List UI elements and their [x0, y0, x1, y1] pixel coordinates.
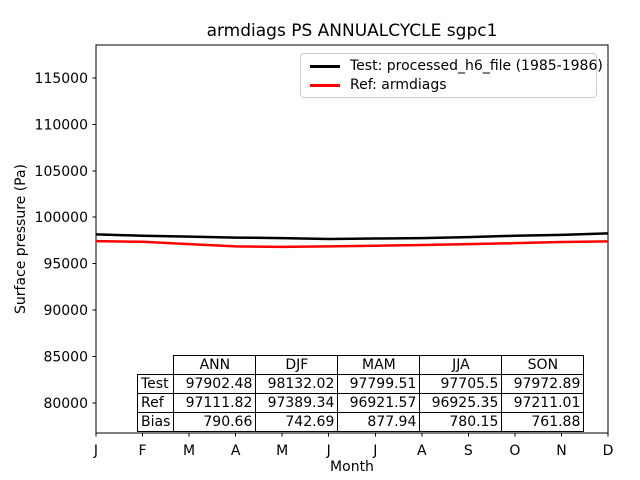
x-tick-label: S	[464, 443, 473, 459]
stats-corner-cell	[138, 356, 174, 375]
x-tick-label: J	[93, 443, 98, 459]
y-tick-label: 115000	[35, 71, 88, 87]
legend-item-test: Test: processed_h6_file (1985-1986)	[310, 58, 603, 74]
stats-value-cell: 96921.57	[337, 393, 421, 413]
stats-value-cell: 97799.51	[337, 374, 421, 394]
stats-value-cell: 742.69	[255, 412, 339, 432]
legend: Test: processed_h6_file (1985-1986) Ref:…	[300, 53, 603, 98]
x-tick-label: M	[183, 443, 195, 459]
stats-value-cell: 97111.82	[173, 393, 257, 413]
x-tick-label: D	[603, 443, 614, 459]
stats-value-cell: 877.94	[337, 412, 421, 432]
stats-value-cell: 97902.48	[173, 374, 257, 394]
stats-value-cell: 97972.89	[501, 374, 585, 394]
chart-title: armdiags PS ANNUALCYCLE sgpc1	[206, 21, 498, 41]
stats-col-header: DJF	[255, 355, 339, 375]
stats-table: ANN DJF MAM JJA SON Test 97902.48 98132.02 97799…	[136, 355, 585, 432]
stats-value-cell: 97705.5	[419, 374, 503, 394]
y-tick-label: 105000	[35, 164, 88, 180]
y-tick-label: 95000	[43, 257, 88, 273]
stats-value-cell: 761.88	[501, 412, 585, 432]
stats-value-cell: 96925.35	[419, 393, 503, 413]
y-tick-label: 90000	[43, 303, 88, 319]
stats-col-header: SON	[501, 355, 585, 375]
legend-label-test: Test: processed_h6_file (1985-1986)	[350, 58, 603, 74]
stats-row-ref: Ref 97111.82 97389.34 96921.57 96925.35 97211…	[136, 393, 585, 413]
legend-item-ref: Ref: armdiags	[310, 77, 587, 93]
x-tick-label: F	[139, 443, 147, 459]
x-tick-label: J	[372, 443, 377, 459]
axes-frame	[95, 44, 609, 434]
stats-value-cell: 780.15	[419, 412, 503, 432]
stats-col-header: MAM	[337, 355, 421, 375]
x-tick-label: O	[509, 443, 520, 459]
ref-line-sample	[310, 83, 340, 87]
y-tick-label: 80000	[43, 396, 88, 412]
stats-row-label: Bias	[136, 412, 175, 432]
stats-row-bias: Bias 790.66 742.69 877.94 780.15 761.88	[136, 412, 585, 432]
stats-row-test: Test 97902.48 98132.02 97799.51 97705.5 97972…	[136, 374, 585, 394]
x-tick-label: A	[231, 443, 241, 459]
y-tick-label: 85000	[43, 349, 88, 365]
stats-col-header: JJA	[419, 355, 503, 375]
stats-value-cell: 790.66	[173, 412, 257, 432]
legend-label-ref: Ref: armdiags	[350, 77, 447, 93]
stats-header-row: ANN DJF MAM JJA SON	[138, 355, 585, 375]
test-series-line	[95, 232, 609, 241]
y-tick-label: 110000	[35, 117, 88, 133]
stats-value-cell: 97389.34	[255, 393, 339, 413]
x-axis-label: Month	[330, 459, 374, 475]
x-tick-label: J	[326, 443, 331, 459]
x-tick-label: N	[556, 443, 566, 459]
y-tick-label: 100000	[35, 210, 88, 226]
stats-row-label: Ref	[136, 393, 175, 413]
stats-col-header: ANN	[173, 355, 257, 375]
stats-value-cell: 98132.02	[255, 374, 339, 394]
test-line-sample	[310, 64, 340, 68]
ref-series-line	[95, 239, 609, 249]
stats-value-cell: 97211.01	[501, 393, 585, 413]
x-tick-label: M	[276, 443, 288, 459]
stats-row-label: Test	[136, 374, 175, 394]
x-tick-label: A	[417, 443, 427, 459]
